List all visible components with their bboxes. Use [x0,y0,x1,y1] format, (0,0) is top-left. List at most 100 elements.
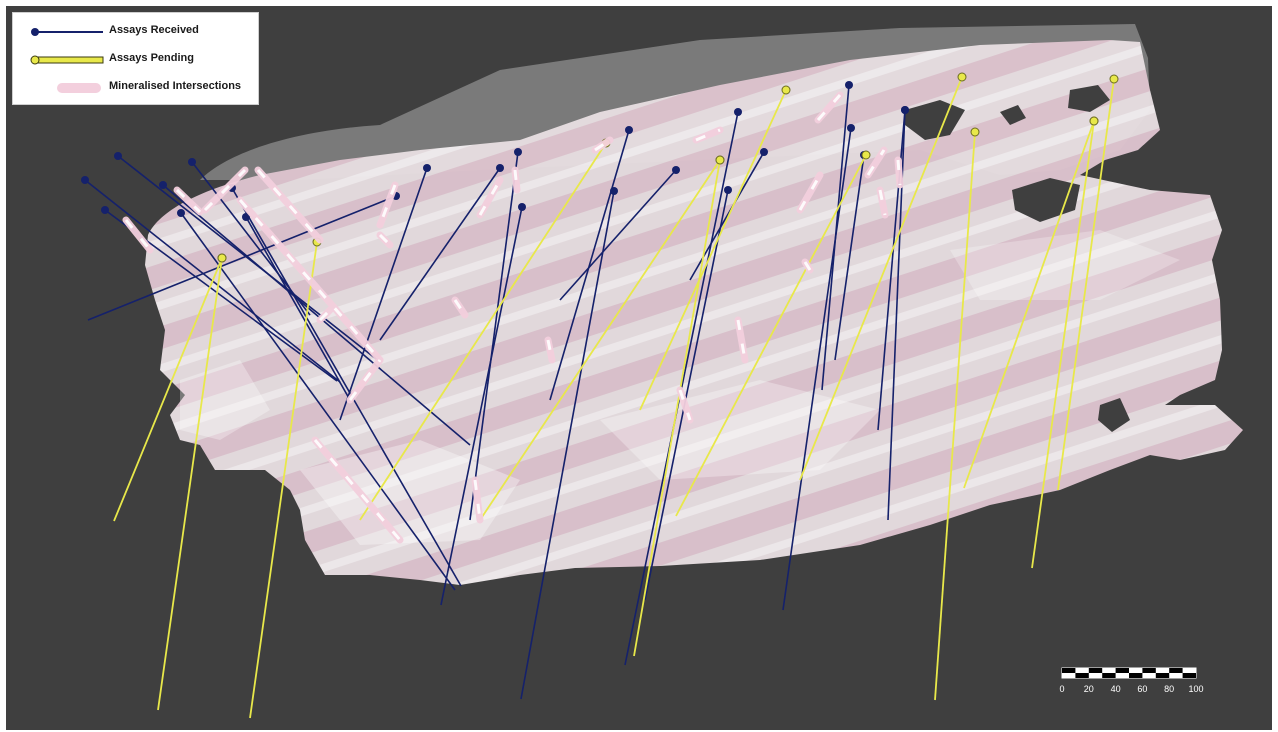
pending-drillholes [113,72,1119,719]
drillhole-received [339,167,428,421]
legend-label-intersections: Mineralised Intersections [109,80,242,92]
intersection-highlight [378,184,397,226]
drillhole-received [180,212,456,591]
intersection-highlight [678,389,692,421]
collar-received [496,164,504,172]
collar-pending [1109,74,1119,84]
scale-label-80: 80 [1164,684,1175,694]
drillhole-pending [799,76,963,481]
drillhole-pending [934,131,976,701]
intersection-highlight [124,219,152,251]
collar-received [242,213,250,221]
collar-received [423,164,431,172]
drillhole-pending [359,142,607,521]
intersection-highlight [896,159,902,186]
intersection-highlight [695,128,721,142]
drillhole-pending [157,257,223,711]
legend-item-intersections: Mineralised Intersections [13,78,258,98]
intersection-highlight [866,149,886,176]
legend-label-received: Assays Received [109,24,199,36]
collar-pending [715,155,725,165]
legend-item-pending: Assays Pending [13,50,258,70]
orebody-hole [1000,105,1026,125]
intersection-highlight [878,189,887,216]
mineralised-intersections [122,91,904,544]
intersection-highlight [736,319,747,361]
scale-bar: 0 20 40 60 80 100 [1058,666,1204,700]
intersection-highlight [378,233,392,247]
received-line-icon [31,28,103,36]
collar-received [518,203,526,211]
scale-bar-graphic [1061,667,1197,679]
collar-pending [861,150,871,160]
drillhole-pending [1057,78,1115,491]
intersection-highlight [203,168,247,212]
intersection-highlight [256,169,322,241]
orebody-highlight [950,230,1180,300]
orebody-highlight [300,440,520,545]
drillhole-received [834,154,865,361]
intersection-highlight [478,179,502,216]
drillhole-received [559,169,677,301]
legend: Assays Received Assays Pending Mineralis… [12,12,259,105]
legend-label-pending: Assays Pending [109,52,194,64]
intersection-highlight [816,94,842,121]
collar-pending [781,85,791,95]
collar-received [514,148,522,156]
intersection-highlight [803,261,812,271]
drillhole-pending [675,154,867,517]
drillhole-pending [639,89,787,411]
intersection-highlight [513,169,519,191]
drillhole-pending [249,241,318,719]
intersection-segment [311,436,404,544]
collar-pending [1089,116,1099,126]
collar-received [188,158,196,166]
orebody-hole [905,100,965,140]
collar-received [625,126,633,134]
scale-label-0: 0 [1059,684,1065,694]
drillhole-received [87,195,397,321]
legend-item-received: Assays Received [13,22,258,42]
collar-received [845,81,853,89]
intersection-highlight [238,199,382,361]
scale-label-40: 40 [1110,684,1121,694]
drillhole-received [379,167,501,341]
scale-label-100: 100 [1188,684,1204,694]
intersection-bar-icon [57,83,101,93]
collar-received [177,209,185,217]
intersection-highlight [798,174,822,211]
intersection-highlight [546,339,554,361]
intersection-highlight [318,308,332,322]
pending-line-icon [30,55,104,65]
orebody-hole [1068,85,1110,112]
collar-received [159,181,167,189]
intersection-highlight [453,299,467,316]
collar-pending [957,72,967,82]
drillhole-pending [1031,120,1095,569]
drillhole-pending [479,159,721,521]
intersection-highlight [594,138,611,152]
collar-received [101,206,109,214]
intersection-highlight [175,188,202,214]
drillhole-pending [113,257,223,522]
collar-received [734,108,742,116]
drillhole-received [782,127,852,611]
drillhole-received [469,151,519,521]
intersection-highlight [348,359,382,401]
drillhole-pending [963,120,1095,489]
intersection-highlight [473,479,482,521]
drillhole-pending [633,159,721,657]
scale-label-60: 60 [1137,684,1148,694]
collar-pending [970,127,980,137]
collar-received [760,148,768,156]
drillhole-received [644,189,729,601]
collar-pending [217,253,227,263]
drillhole-received [520,190,615,700]
drillhole-received [117,155,381,363]
drillhole-received [231,187,462,587]
drillhole-received [245,216,351,401]
collar-received [672,166,680,174]
collar-received [724,186,732,194]
scale-label-20: 20 [1083,684,1094,694]
